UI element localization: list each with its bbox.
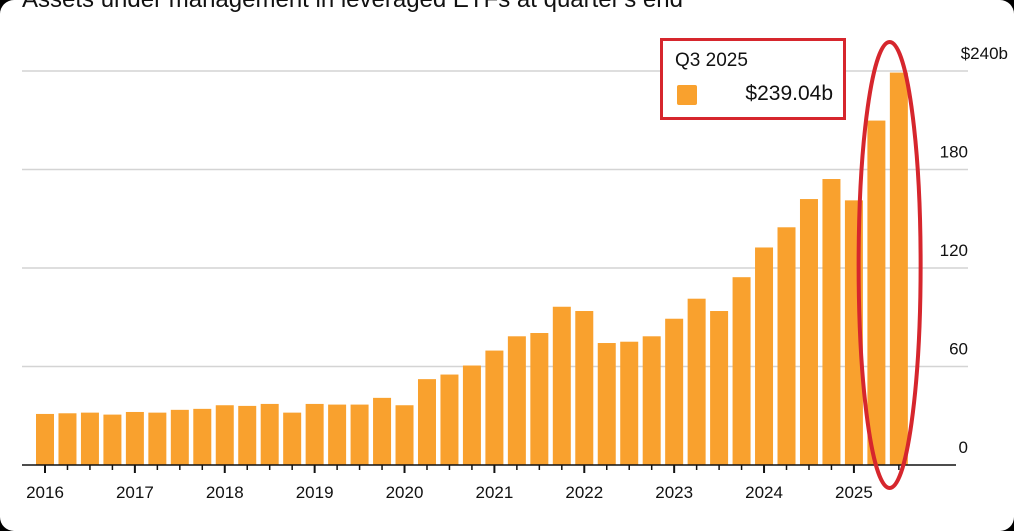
bar <box>215 405 234 465</box>
bar <box>462 365 481 465</box>
x-tick-label: 2018 <box>206 483 244 502</box>
bar <box>552 306 571 465</box>
bar <box>328 404 347 465</box>
bar <box>148 412 167 465</box>
chart-title: Assets under management in leveraged ETF… <box>22 0 683 14</box>
legend-box: Q3 2025 $239.04b <box>660 38 846 120</box>
y-tick-label: $240b <box>961 44 1008 63</box>
x-tick-label: 2016 <box>26 483 64 502</box>
x-tick-label: 2023 <box>655 483 693 502</box>
x-tick-label: 2019 <box>296 483 334 502</box>
bar <box>642 336 661 465</box>
x-tick-label: 2017 <box>116 483 154 502</box>
bar <box>170 409 189 465</box>
bar <box>597 343 616 465</box>
x-tick-label: 2025 <box>835 483 873 502</box>
bar <box>260 403 279 465</box>
bar <box>507 336 526 465</box>
bar <box>710 311 729 465</box>
x-tick-label: 2020 <box>386 483 424 502</box>
y-tick-label: 0 <box>959 438 968 457</box>
bar <box>80 412 99 465</box>
bar <box>36 413 54 465</box>
legend-value: $239.04b <box>745 82 833 105</box>
bar <box>575 311 594 465</box>
bar <box>305 403 324 465</box>
bar <box>665 318 684 465</box>
bar <box>440 374 459 465</box>
bar <box>417 379 436 465</box>
x-tick-label: 2024 <box>745 483 783 502</box>
bar <box>193 408 212 465</box>
bar <box>395 405 414 465</box>
bar <box>103 414 122 465</box>
bar <box>283 412 302 465</box>
bar <box>58 413 77 465</box>
bar <box>867 120 886 465</box>
x-tick-label: 2021 <box>475 483 513 502</box>
bar <box>238 405 257 465</box>
legend-period: Q3 2025 <box>675 50 748 71</box>
bar <box>732 277 751 465</box>
bar <box>799 199 818 466</box>
bar <box>889 72 908 466</box>
bar <box>125 411 144 465</box>
legend-swatch <box>677 85 697 105</box>
bar <box>373 397 392 465</box>
y-tick-label: 120 <box>940 241 968 260</box>
bar <box>777 227 796 465</box>
bar <box>530 333 549 465</box>
bar <box>485 350 504 465</box>
bar <box>350 404 369 465</box>
y-tick-label: 60 <box>949 340 968 359</box>
highlight-ellipse <box>856 40 923 490</box>
bar <box>755 247 774 465</box>
bar <box>687 298 706 465</box>
bar <box>822 179 841 465</box>
bar <box>620 341 639 465</box>
x-tick-label: 2022 <box>565 483 603 502</box>
y-tick-label: 180 <box>940 143 968 162</box>
